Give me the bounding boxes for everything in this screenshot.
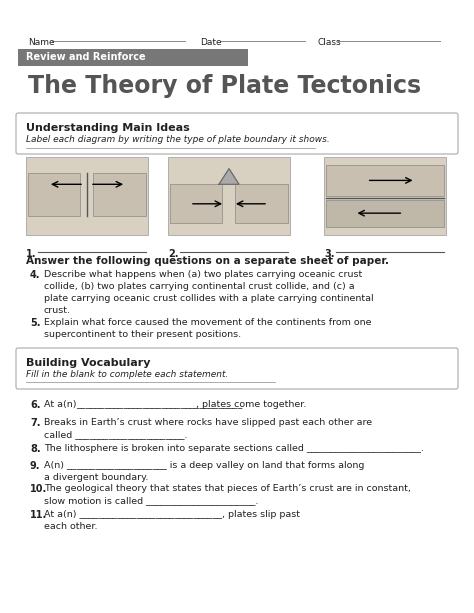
Text: Fill in the blank to complete each statement.: Fill in the blank to complete each state…	[26, 370, 228, 379]
Text: Review and Reinforce: Review and Reinforce	[26, 52, 146, 62]
Bar	[326, 165, 444, 196]
Text: 2.: 2.	[168, 249, 179, 259]
Bar	[324, 157, 446, 235]
Bar	[168, 157, 290, 235]
Text: Breaks in Earth’s crust where rocks have slipped past each other are
called ____: Breaks in Earth’s crust where rocks have…	[44, 418, 372, 439]
Text: 5.: 5.	[30, 318, 40, 328]
Bar	[326, 200, 444, 227]
Text: Label each diagram by writing the type of plate boundary it shows.: Label each diagram by writing the type o…	[26, 135, 330, 144]
Bar	[26, 157, 148, 235]
Text: 6.: 6.	[30, 400, 40, 410]
Text: 11.: 11.	[30, 510, 47, 520]
Text: 3.: 3.	[324, 249, 335, 259]
Text: Name: Name	[28, 38, 55, 47]
Text: 9.: 9.	[30, 461, 40, 471]
Text: 4.: 4.	[30, 270, 40, 280]
Text: A(n) _____________________ is a deep valley on land that forms along
a divergent: A(n) _____________________ is a deep val…	[44, 461, 365, 482]
Text: At a(n) ______________________________, plates slip past
each other.: At a(n) ______________________________, …	[44, 510, 300, 531]
FancyBboxPatch shape	[16, 113, 458, 154]
Text: 1.: 1.	[26, 249, 36, 259]
Polygon shape	[219, 169, 239, 185]
Text: , plates come together.: , plates come together.	[196, 400, 306, 409]
Text: 8.: 8.	[30, 444, 41, 454]
Text: Describe what happens when (a) two plates carrying oceanic crust
collide, (b) tw: Describe what happens when (a) two plate…	[44, 270, 374, 316]
FancyBboxPatch shape	[18, 49, 248, 66]
Text: Class: Class	[318, 38, 342, 47]
Bar	[170, 185, 222, 223]
Text: The geological theory that states that pieces of Earth’s crust are in constant,
: The geological theory that states that p…	[44, 484, 411, 504]
Text: Explain what force caused the movement of the continents from one
supercontinent: Explain what force caused the movement o…	[44, 318, 372, 339]
Text: 7.: 7.	[30, 418, 40, 428]
Text: Understanding Main Ideas: Understanding Main Ideas	[26, 123, 190, 133]
Bar	[235, 185, 288, 223]
Text: Date: Date	[200, 38, 222, 47]
Text: The lithosphere is broken into separate sections called ________________________: The lithosphere is broken into separate …	[44, 444, 424, 453]
Text: At a(n): At a(n)	[44, 400, 80, 409]
FancyBboxPatch shape	[16, 348, 458, 389]
Text: ___________________________________: ___________________________________	[76, 400, 242, 409]
Bar	[28, 173, 81, 216]
Text: 10.: 10.	[30, 484, 47, 494]
Text: Building Vocabulary: Building Vocabulary	[26, 358, 151, 368]
Text: The Theory of Plate Tectonics: The Theory of Plate Tectonics	[28, 74, 421, 98]
Text: Answer the following questions on a separate sheet of paper.: Answer the following questions on a sepa…	[26, 256, 389, 266]
Bar	[93, 173, 146, 216]
